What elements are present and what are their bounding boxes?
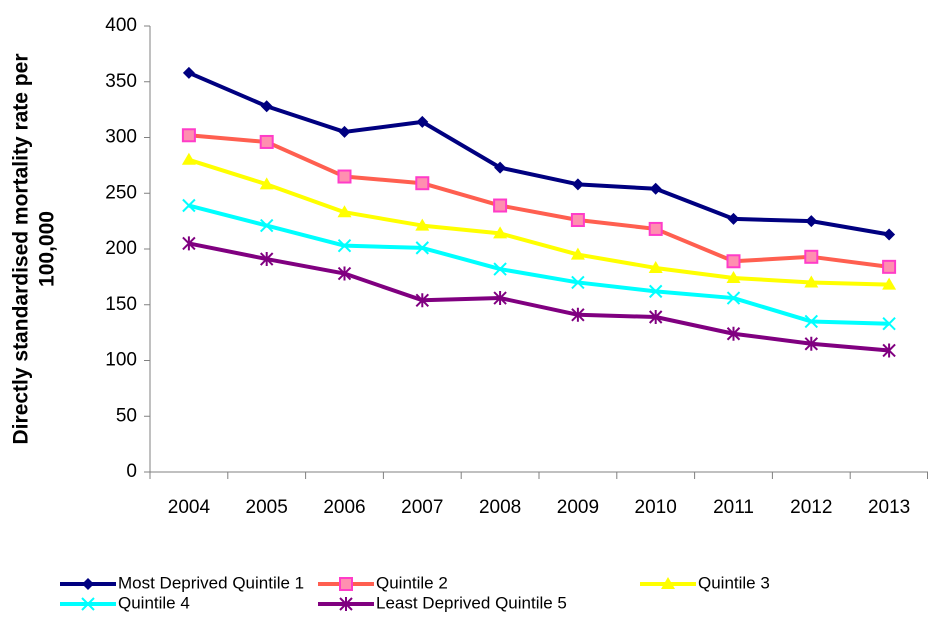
marker <box>570 247 585 260</box>
marker <box>882 316 896 331</box>
marker <box>804 249 819 264</box>
marker <box>415 241 430 255</box>
marker <box>337 205 352 218</box>
series-line <box>188 241 890 353</box>
marker <box>181 152 196 165</box>
marker <box>571 178 584 191</box>
legend-label: Most Deprived Quintile 1 <box>118 573 304 592</box>
legend-label: Least Deprived Quintile 5 <box>376 593 567 612</box>
marker <box>882 277 897 290</box>
marker <box>339 577 353 591</box>
marker <box>804 275 819 288</box>
marker <box>259 218 274 233</box>
marker <box>260 100 273 113</box>
marker <box>648 221 663 236</box>
x-tick-label: 2007 <box>401 497 443 518</box>
series-line <box>188 203 890 326</box>
marker <box>882 259 897 274</box>
y-tick-label: 50 <box>116 405 137 426</box>
marker <box>338 125 351 138</box>
series-line <box>188 133 890 269</box>
x-tick-label: 2009 <box>557 497 599 518</box>
marker <box>494 161 507 174</box>
series-line <box>188 70 890 237</box>
legend-label: Quintile 4 <box>118 593 190 612</box>
marker <box>648 260 663 273</box>
y-axis-title: Directly standardised mortality rate per… <box>10 54 59 445</box>
marker <box>648 310 663 325</box>
marker <box>182 198 196 213</box>
marker <box>883 228 896 241</box>
x-tick-label: 2004 <box>168 497 211 518</box>
legend-label: Quintile 3 <box>698 573 770 592</box>
marker <box>339 597 353 611</box>
marker <box>570 213 585 228</box>
marker <box>415 293 430 308</box>
marker <box>571 275 585 290</box>
x-tick-label: 2011 <box>713 497 754 518</box>
x-tick-label: 2006 <box>323 497 365 518</box>
marker <box>882 343 896 358</box>
marker <box>337 169 352 184</box>
marker <box>726 326 741 341</box>
y-tick-label: 400 <box>105 15 137 36</box>
x-tick-label: 2008 <box>479 497 521 518</box>
marker <box>648 284 663 299</box>
marker <box>493 291 507 306</box>
marker <box>81 597 95 611</box>
legend-label: Quintile 2 <box>376 573 448 592</box>
marker <box>416 115 429 128</box>
y-tick-label: 150 <box>105 294 137 315</box>
marker <box>726 254 741 269</box>
y-tick-label: 350 <box>105 71 137 92</box>
y-axis-title-line: 100,000 <box>36 211 59 287</box>
marker <box>726 291 741 305</box>
marker <box>726 270 741 283</box>
y-axis-title-line: Directly standardised mortality rate per <box>10 54 33 445</box>
marker <box>181 128 196 143</box>
marker <box>415 218 430 231</box>
marker <box>493 198 508 213</box>
series-line <box>188 157 890 287</box>
marker <box>727 212 740 225</box>
x-tick-label: 2005 <box>246 497 288 518</box>
x-tick-label: 2013 <box>868 497 910 518</box>
y-tick-label: 250 <box>105 182 137 203</box>
marker <box>337 238 352 253</box>
y-tick-label: 100 <box>105 350 137 371</box>
marker <box>571 307 585 322</box>
y-tick-label: 0 <box>126 461 137 482</box>
marker <box>82 578 94 590</box>
marker <box>259 134 274 149</box>
marker <box>337 266 352 281</box>
marker <box>661 577 675 589</box>
y-tick-label: 200 <box>105 238 137 259</box>
y-tick-label: 300 <box>105 127 137 148</box>
marker <box>804 336 819 351</box>
marker <box>493 226 508 239</box>
x-tick-label: 2012 <box>790 497 832 518</box>
marker <box>259 177 274 190</box>
marker <box>182 66 195 79</box>
marker <box>415 176 430 191</box>
marker <box>804 314 819 329</box>
marker <box>805 215 818 228</box>
x-tick-label: 2010 <box>635 497 677 518</box>
marker <box>259 252 274 267</box>
marker <box>493 262 507 276</box>
marker <box>182 236 196 251</box>
marker <box>649 182 662 195</box>
